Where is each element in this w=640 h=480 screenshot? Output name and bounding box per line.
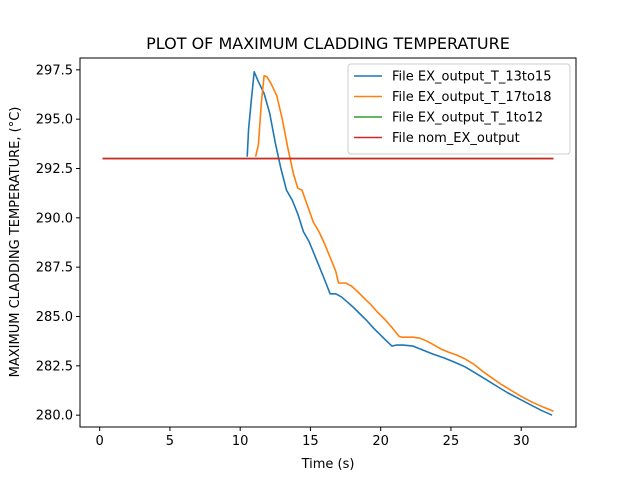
series-line-2 — [254, 75, 554, 412]
x-tick-label: 20 — [372, 434, 389, 449]
legend-entry: File nom_EX_output — [392, 131, 520, 146]
legend-entry: File EX_output_T_17to18 — [392, 90, 551, 105]
y-tick-label: 297.5 — [36, 63, 73, 78]
x-tick-label: 10 — [232, 434, 249, 449]
x-tick-label: 15 — [302, 434, 319, 449]
x-tick-label: 0 — [96, 434, 104, 449]
y-axis-ticks: 280.0 282.5 285.0 287.5 290.0 292.5 295.0 297.5 — [36, 63, 80, 424]
x-axis-label: Time (s) — [301, 457, 355, 472]
legend-box — [347, 63, 571, 155]
x-tick-label: 30 — [513, 434, 530, 449]
y-tick-label: 280.0 — [36, 409, 73, 424]
x-tick-label: 5 — [166, 434, 174, 449]
legend: File EX_output_T_13to15 File EX_output_T_… — [347, 63, 571, 155]
y-tick-label: 295.0 — [36, 113, 73, 128]
legend-entry: File EX_output_T_13to15 — [392, 70, 551, 85]
y-tick-label: 287.5 — [36, 261, 73, 276]
y-tick-label: 282.5 — [36, 359, 73, 374]
plot-frame — [79, 57, 577, 428]
legend-entry: File EX_output_T_1to12 — [392, 111, 543, 126]
y-tick-label: 290.0 — [36, 211, 73, 226]
x-axis-ticks: 0 5 10 15 20 25 30 — [96, 427, 530, 449]
x-tick-label: 25 — [443, 434, 460, 449]
series-line-1 — [246, 71, 553, 416]
y-tick-label: 285.0 — [36, 310, 73, 325]
chart-title: PLOT OF MAXIMUM CLADDING TEMPERATURE — [146, 34, 510, 53]
y-axis-label: MAXIMUM CLADDING TEMPERATURE, (°C) — [8, 107, 23, 378]
y-tick-label: 292.5 — [36, 162, 73, 177]
series-layer — [102, 71, 554, 416]
